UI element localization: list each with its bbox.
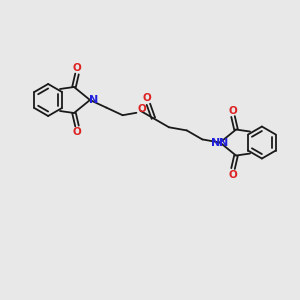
Text: O: O bbox=[229, 169, 237, 179]
Text: N: N bbox=[89, 95, 99, 105]
Text: N: N bbox=[219, 137, 229, 148]
Text: O: O bbox=[229, 106, 237, 116]
Text: N: N bbox=[212, 137, 221, 148]
Text: O: O bbox=[73, 127, 81, 137]
Text: O: O bbox=[137, 104, 146, 114]
Text: O: O bbox=[73, 63, 81, 73]
Text: O: O bbox=[142, 93, 151, 103]
